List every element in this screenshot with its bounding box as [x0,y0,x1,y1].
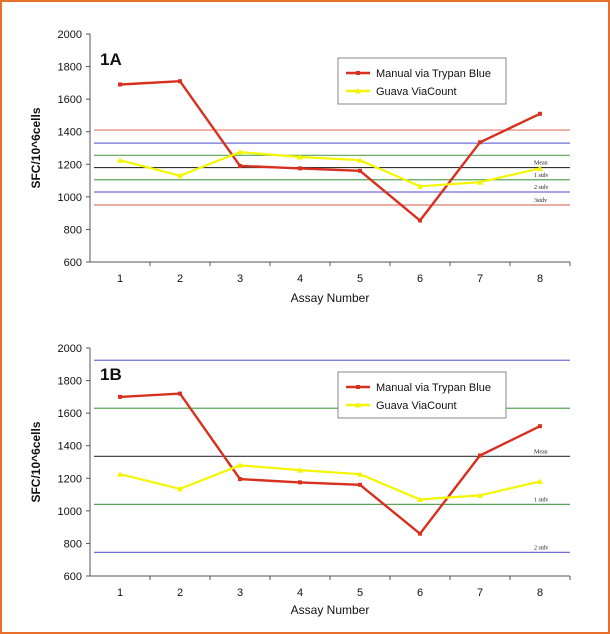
data-point [538,111,542,116]
y-tick-label: 1200 [58,159,82,171]
y-tick-label: 2000 [58,29,82,41]
reference-line-label: 1 stdv [534,497,549,503]
x-tick-label: 1 [117,273,123,285]
y-tick-label: 600 [64,257,82,269]
data-point [537,165,543,171]
legend-label: Guava ViaCount [376,400,457,412]
series-line-guava [119,150,541,188]
chart-panel-1A: 600 800 1000 1200 1400 1600 1800 2000 1 2 3 4 5 6 7 8 Me… [29,29,571,305]
x-tick-label: 6 [417,587,423,599]
y-tick-label: 1800 [58,376,82,388]
x-tick-label: 7 [477,273,483,285]
y-tick-label: 1600 [58,408,82,420]
data-point [418,531,422,536]
y-axis-title: SFC/10^6cells [29,421,43,502]
data-point [478,140,482,145]
legend: Manual via Trypan Blue Guava ViaCount [337,371,507,419]
x-tick-label: 4 [297,273,303,285]
x-tick-label: 7 [477,587,483,599]
y-tick-label: 1400 [58,127,82,139]
x-tick-label: 3 [237,273,243,285]
data-point [118,394,122,399]
y-tick-label: 1000 [58,192,82,204]
data-point [477,179,483,185]
x-tick-label: 2 [177,273,183,285]
data-point [357,157,363,163]
reference-line-label: 2 stdv [534,185,549,191]
reference-line-label: 2 stdv [534,545,549,551]
data-point [117,157,123,163]
data-point [238,477,242,482]
legend-label: Manual via Trypan Blue [376,68,491,80]
y-tick-label: 600 [64,571,82,583]
x-tick-label: 5 [357,587,363,599]
data-point [177,485,183,492]
y-tick-label: 1600 [58,94,82,106]
reference-line-label: Mean [534,449,548,455]
y-tick-label: 1000 [58,506,82,518]
legend-marker [356,385,360,389]
data-point [118,82,122,87]
data-point [417,183,423,189]
y-tick-label: 2000 [58,343,82,355]
legend-marker [356,71,360,75]
legend: Manual via Trypan Blue Guava ViaCount [337,57,507,105]
data-point [297,467,303,473]
chart-panel-1B: 600 800 1000 1200 1400 1600 1800 2000 1 2 3 4 5 6 7 8 Me… [29,343,571,617]
y-tick-label: 800 [64,224,82,236]
data-point [297,153,303,160]
y-tick-label: 1400 [58,441,82,453]
data-point [538,424,542,429]
reference-line-label: 3stdv [534,198,547,204]
panel-label: 1A [100,50,122,69]
reference-line-label: Mean [534,161,548,167]
data-point [237,149,243,155]
x-tick-label: 4 [297,587,303,599]
legend-marker [355,88,361,94]
data-point [298,166,302,171]
x-axis-title: Assay Number [291,603,370,617]
series-line-manual [119,392,541,536]
data-point [178,79,182,84]
data-point [358,482,362,487]
x-axis-title: Assay Number [291,291,370,305]
reference-line-label: 1 stdv [534,173,549,179]
legend-label: Guava ViaCount [376,86,457,98]
x-tick-label: 1 [117,587,123,599]
data-point [358,168,362,173]
series-line-manual [119,79,541,223]
y-tick-label: 1200 [58,473,82,485]
legend-label: Manual via Trypan Blue [376,382,491,394]
data-point [477,492,483,498]
series-line-guava [119,464,541,501]
data-point [177,172,183,179]
data-point [237,462,243,468]
x-tick-label: 8 [537,273,543,285]
y-axis-title: SFC/10^6cells [29,107,43,188]
x-tick-label: 6 [417,273,423,285]
data-point [357,471,363,477]
data-point [298,480,302,485]
x-tick-label: 5 [357,273,363,285]
y-tick-label: 1800 [58,62,82,74]
x-tick-label: 2 [177,587,183,599]
legend-box [337,371,507,419]
x-tick-label: 3 [237,587,243,599]
x-tick-label: 8 [537,587,543,599]
data-point [537,478,543,485]
y-tick-label: 800 [64,538,82,550]
data-point [418,218,422,223]
legend-box [337,57,507,105]
panel-label: 1B [100,365,122,384]
legend-marker [355,402,361,408]
data-point [478,453,482,458]
data-point [117,471,123,477]
data-point [417,496,423,502]
data-point [178,391,182,396]
data-point [238,163,242,168]
